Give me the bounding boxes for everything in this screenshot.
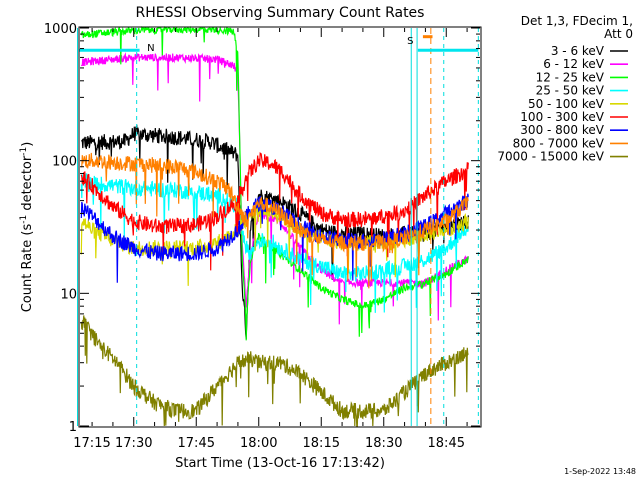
flag-label-n: N (147, 43, 154, 54)
y-axis-label-end: ) (20, 142, 35, 147)
legend-entry-label: 25 - 50 keV (536, 84, 605, 98)
legend-header-line2: Att 0 (604, 27, 633, 41)
series-line (80, 315, 469, 427)
legend-entry-label: 7000 - 15000 keV (497, 150, 604, 164)
series-line (80, 124, 469, 340)
series-line (80, 152, 469, 289)
y-axis-label-sup1: -1 (19, 215, 29, 224)
legend-entry-label: 100 - 300 keV (520, 110, 604, 124)
footer-timestamp: 1-Sep-2022 13:48 (564, 467, 636, 476)
series-line (80, 193, 469, 283)
y-axis-label-sup2: -1 (19, 147, 29, 156)
series-layer (80, 25, 469, 427)
y-tick-label: 100 (52, 155, 77, 170)
plot-frame (78, 26, 482, 428)
flag-label-s: S (407, 36, 413, 47)
y-tick-label: 1 (69, 420, 77, 435)
y-axis-label-main: Count Rate (s (20, 224, 35, 313)
legend-entry-label: 50 - 100 keV (528, 97, 605, 111)
x-tick-label: 17:45 (178, 436, 215, 451)
chart-title: RHESSI Observing Summary Count Rates (136, 5, 425, 21)
y-axis: 1 10 100 1000 (44, 22, 480, 435)
series-line (80, 25, 469, 341)
legend-entry-label: 800 - 7000 keV (513, 136, 605, 150)
flags-layer: NS (77, 28, 479, 426)
legend-entry-label: 3 - 6 keV (551, 44, 605, 58)
y-axis-label: Count Rate (s-1 detector-1) (19, 142, 35, 313)
x-axis-label: Start Time (13-Oct-16 17:13:42) (175, 456, 385, 471)
x-tick-label: 17:15 (73, 436, 110, 451)
x-tick-label: 18:00 (240, 436, 277, 451)
series-line (80, 152, 469, 271)
legend-entry-label: 12 - 25 keV (536, 70, 605, 84)
x-tick-label: 18:15 (303, 436, 340, 451)
y-tick-label: 10 (60, 287, 77, 302)
x-axis: 17:15 17:30 17:45 18:00 18:15 18:30 18:45 (73, 28, 468, 451)
legend-entry-label: 6 - 12 keV (543, 57, 605, 71)
x-tick-label: 18:45 (428, 436, 465, 451)
x-tick-label: 17:30 (115, 436, 152, 451)
legend-header-line1: Det 1,3, FDecim 1, (521, 14, 633, 28)
y-tick-label: 1000 (44, 22, 77, 37)
y-axis-label-mid: detector (20, 155, 35, 215)
x-tick-label: 18:30 (365, 436, 402, 451)
legend-entry-label: 300 - 800 keV (520, 123, 604, 137)
